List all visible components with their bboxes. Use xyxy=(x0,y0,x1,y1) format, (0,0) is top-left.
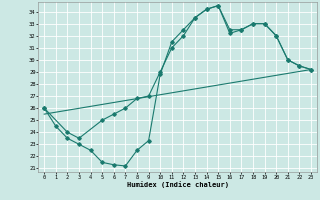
X-axis label: Humidex (Indice chaleur): Humidex (Indice chaleur) xyxy=(127,181,228,188)
